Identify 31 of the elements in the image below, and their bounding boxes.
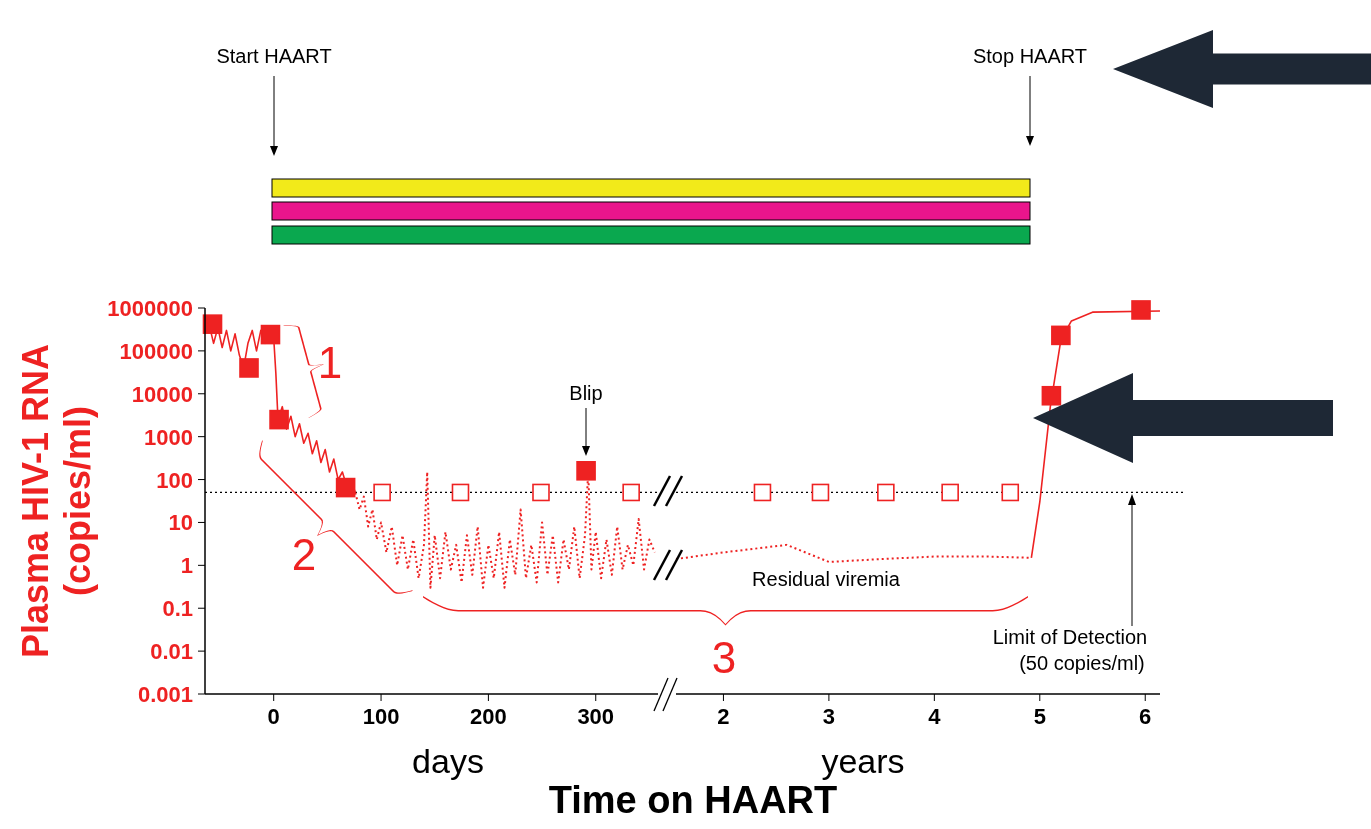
x-tick-label: 100 bbox=[362, 704, 400, 729]
text: Start HAART bbox=[216, 45, 332, 67]
y-tick-label: 100 bbox=[156, 467, 193, 493]
x-tick-label: 3 bbox=[822, 704, 836, 729]
x-tick-label: 200 bbox=[470, 704, 507, 729]
y-tick-label: 0.01 bbox=[150, 639, 193, 665]
annotation: 1 bbox=[317, 338, 343, 387]
y-tick-label: 10 bbox=[168, 510, 193, 536]
y-tick-label: 0.001 bbox=[137, 682, 193, 707]
text: Time on HAART bbox=[548, 779, 838, 821]
y-tick-label: 10000 bbox=[131, 381, 193, 407]
annotation: 3 bbox=[711, 633, 737, 682]
y-tick-label: 0.1 bbox=[162, 596, 193, 622]
x-tick-label: 6 bbox=[1139, 704, 1152, 729]
x-tick-label: 2 bbox=[717, 704, 730, 729]
x-axis-title: years bbox=[821, 742, 905, 780]
annotation: 2 bbox=[291, 530, 317, 579]
x-axis-title: days bbox=[412, 742, 484, 780]
x-tick-label: 5 bbox=[1033, 704, 1046, 729]
x-tick-label: 4 bbox=[928, 704, 942, 729]
annotation: Residual viremia bbox=[752, 568, 901, 590]
x-tick-label: 300 bbox=[577, 704, 615, 729]
y-tick-label: 100000 bbox=[119, 338, 193, 364]
y-tick-label: 1000000 bbox=[107, 296, 193, 321]
text: Stop HAART bbox=[972, 45, 1088, 67]
annotation: Blip bbox=[569, 382, 603, 404]
y-tick-label: 1000 bbox=[144, 424, 193, 450]
ref-line-label: Limit of Detection (50 copies/ml) bbox=[992, 626, 1148, 674]
y-tick-label: 1 bbox=[180, 553, 193, 579]
y-axis-title: Plasma HIV-1 RNA (copies/ml) bbox=[15, 343, 98, 659]
x-tick-label: 0 bbox=[267, 704, 280, 729]
